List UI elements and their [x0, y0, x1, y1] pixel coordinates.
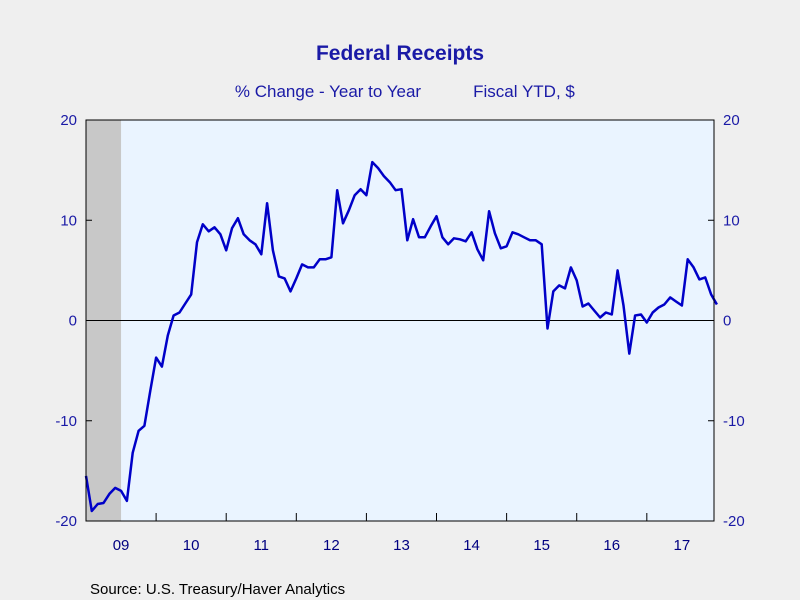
source-note: Source: U.S. Treasury/Haver Analytics	[90, 581, 345, 598]
y-tick-label-left: 20	[60, 112, 77, 129]
y-tick-label-left: 10	[60, 212, 77, 229]
axis-ticks	[86, 119, 714, 522]
x-tick-label: 10	[183, 537, 200, 554]
y-tick-label-right: -10	[723, 413, 745, 430]
y-tick-label-left: 0	[69, 313, 77, 330]
y-tick-label-left: -10	[55, 413, 77, 430]
x-tick-label: 09	[113, 537, 130, 554]
y-tick-label-right: 10	[723, 212, 740, 229]
chart-title: Federal Receipts	[316, 42, 484, 65]
x-tick-label: 11	[253, 537, 269, 554]
y-tick-label-left: -20	[55, 513, 77, 530]
chart-subtitle-left: % Change - Year to Year	[235, 82, 422, 101]
chart-subtitle-right: Fiscal YTD, $	[473, 82, 575, 101]
y-tick-label-right: -20	[723, 513, 745, 530]
y-tick-label-right: 20	[723, 112, 740, 129]
x-tick-label: 14	[463, 537, 480, 554]
x-tick-label: 16	[603, 537, 620, 554]
plot-frame	[85, 119, 715, 522]
series-line-federal-receipts	[84, 160, 718, 513]
x-tick-label: 17	[674, 537, 691, 554]
x-tick-label: 15	[533, 537, 550, 554]
axis-tick-labels: 20 20 10 10 0 0 -10 -10 -20 -20 09 10 11 12 13 14 15 16 17	[55, 112, 744, 554]
x-tick-label: 12	[323, 537, 340, 554]
x-tick-label: 13	[393, 537, 410, 554]
y-tick-label-right: 0	[723, 313, 731, 330]
